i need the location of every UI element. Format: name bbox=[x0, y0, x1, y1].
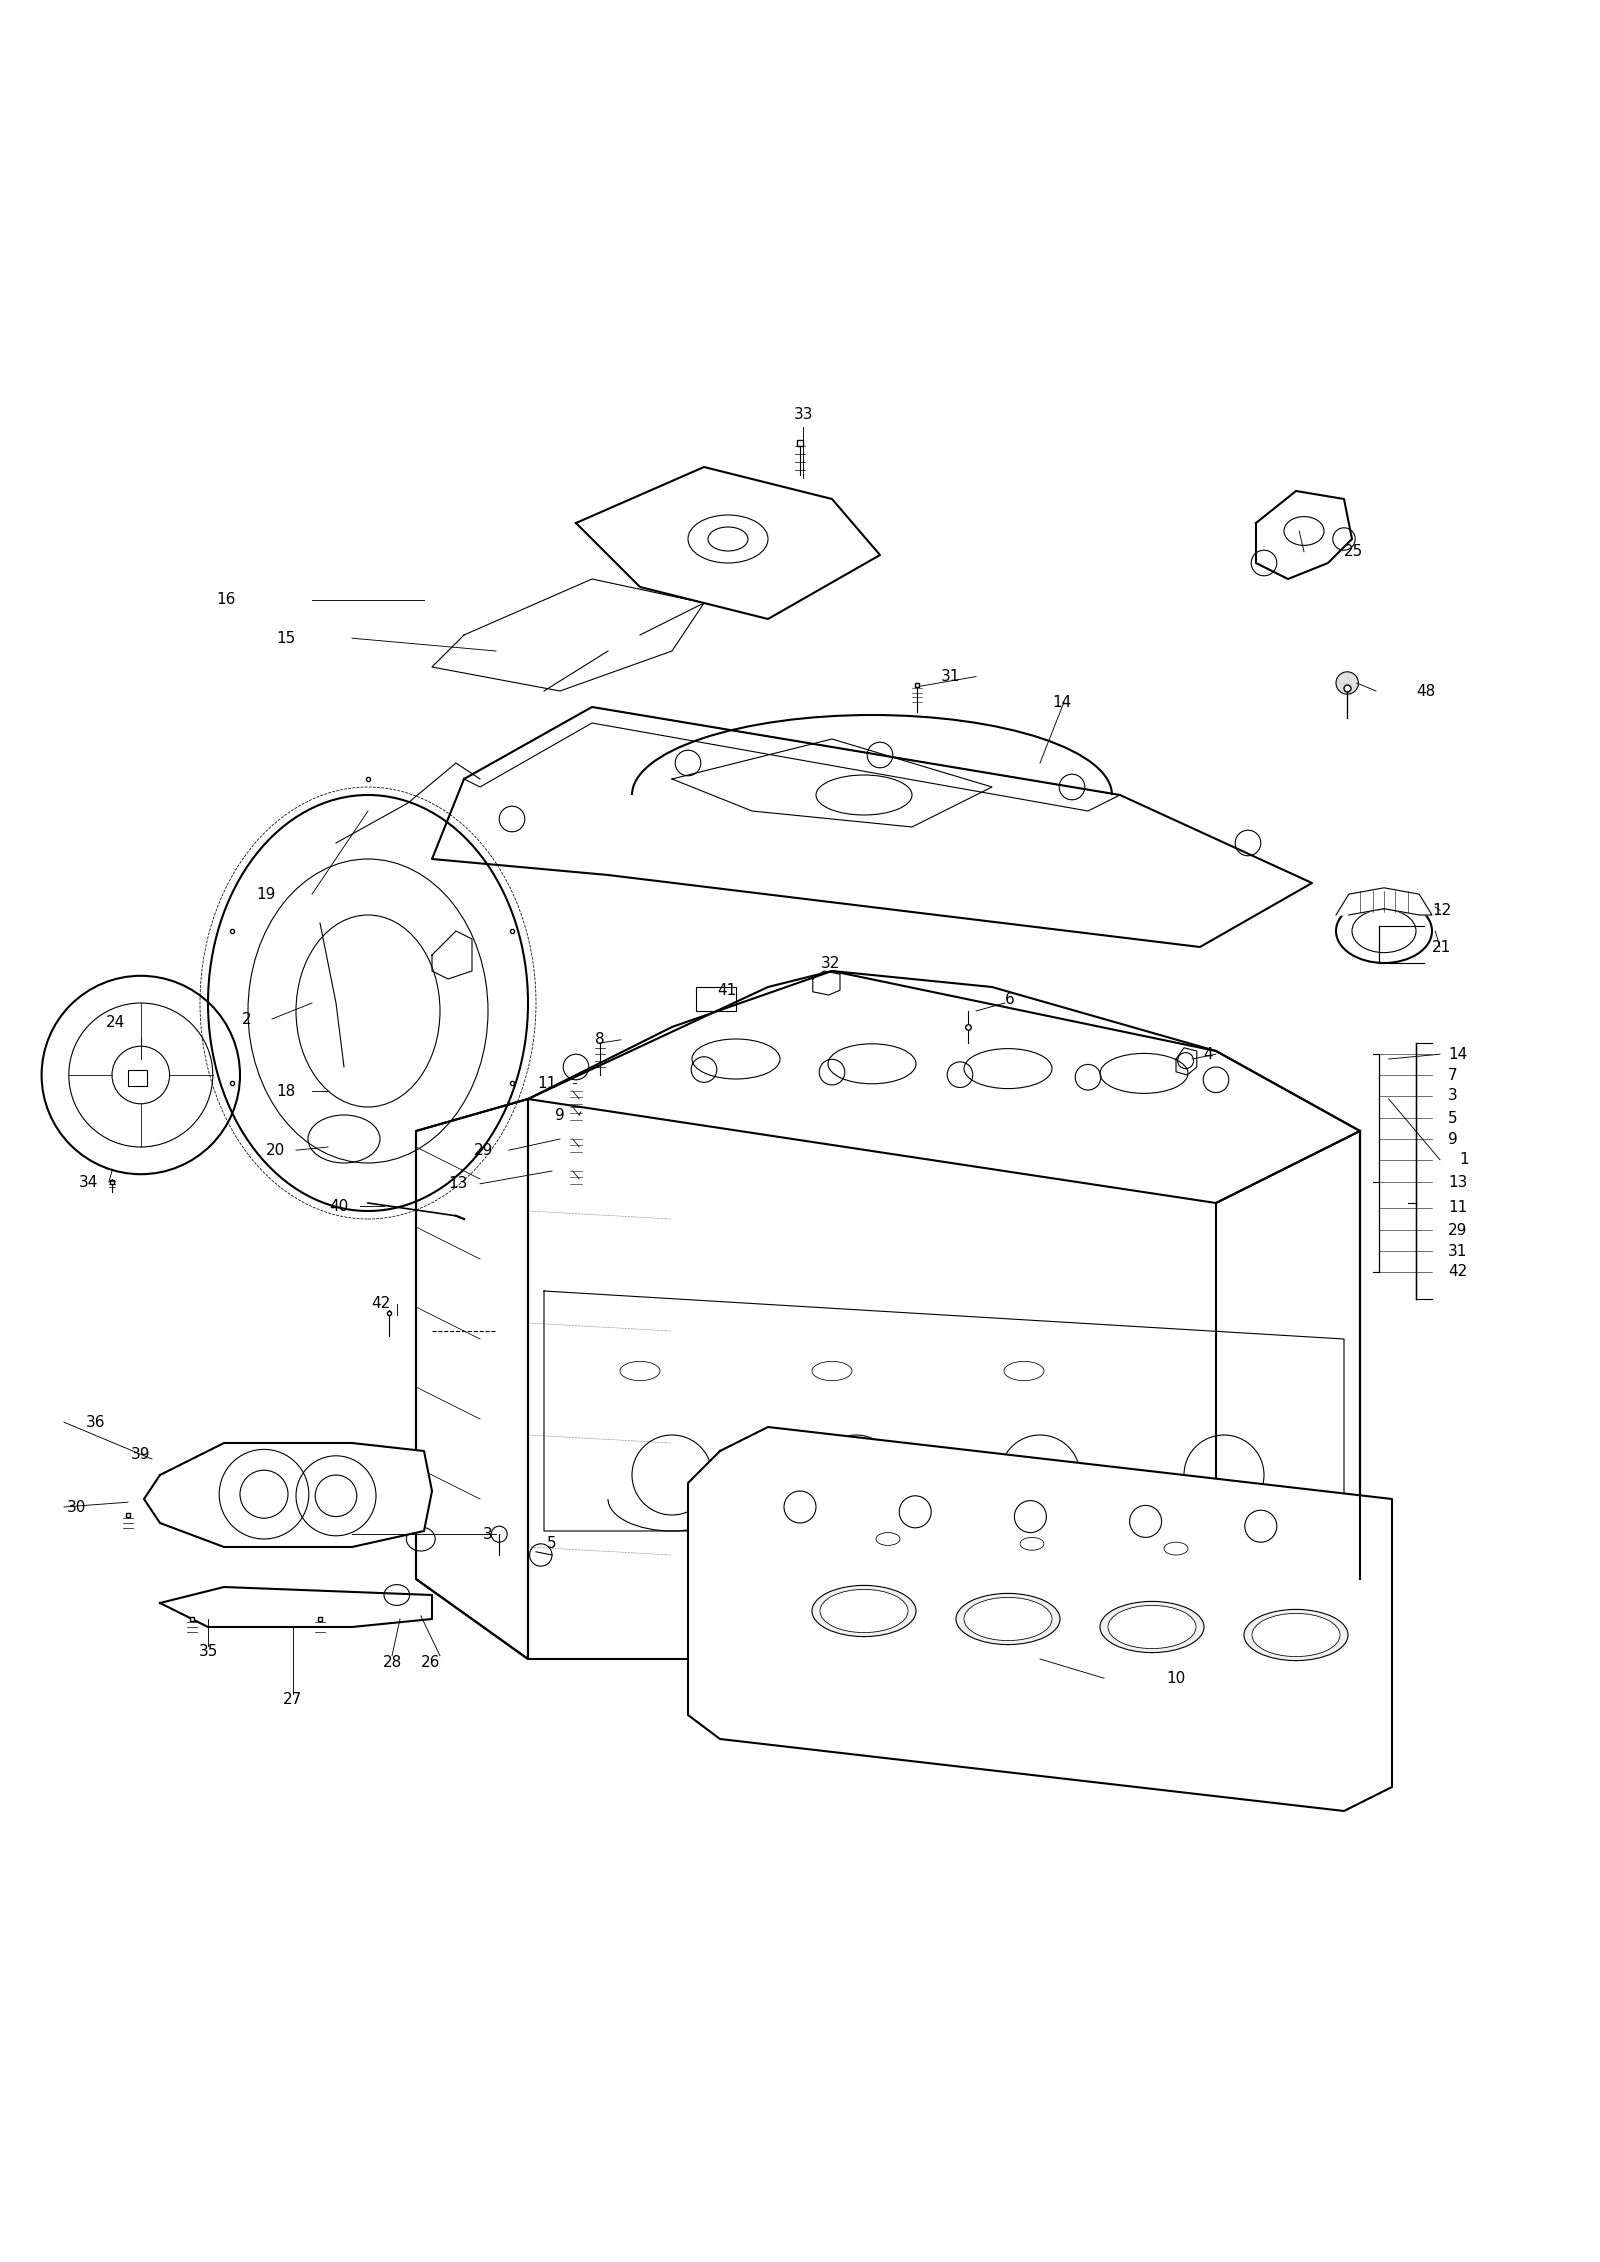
FancyBboxPatch shape bbox=[128, 1070, 147, 1086]
Text: 11: 11 bbox=[538, 1074, 557, 1090]
Text: 24: 24 bbox=[106, 1016, 125, 1029]
FancyBboxPatch shape bbox=[696, 986, 736, 1011]
Text: 5: 5 bbox=[1448, 1111, 1458, 1126]
Polygon shape bbox=[144, 1443, 432, 1547]
Text: 48: 48 bbox=[1416, 683, 1435, 699]
Text: 25: 25 bbox=[1344, 545, 1363, 559]
Text: 19: 19 bbox=[256, 887, 275, 903]
Text: 42: 42 bbox=[1448, 1264, 1467, 1280]
Text: 3: 3 bbox=[1448, 1088, 1458, 1104]
Text: 36: 36 bbox=[86, 1414, 106, 1430]
Text: 13: 13 bbox=[448, 1176, 467, 1192]
Text: 27: 27 bbox=[283, 1692, 302, 1706]
Text: 31: 31 bbox=[1448, 1244, 1467, 1258]
Text: 6: 6 bbox=[1005, 993, 1014, 1007]
Text: 26: 26 bbox=[421, 1656, 440, 1669]
Text: 41: 41 bbox=[717, 982, 736, 998]
Text: 28: 28 bbox=[382, 1656, 402, 1669]
Text: 1: 1 bbox=[1459, 1151, 1469, 1167]
Text: 7: 7 bbox=[1448, 1068, 1458, 1083]
Text: 29: 29 bbox=[474, 1142, 493, 1158]
Ellipse shape bbox=[1251, 1613, 1341, 1656]
Polygon shape bbox=[1336, 887, 1432, 916]
Text: 20: 20 bbox=[266, 1142, 285, 1158]
Text: 29: 29 bbox=[1448, 1224, 1467, 1237]
Text: 3: 3 bbox=[483, 1527, 493, 1543]
Text: 9: 9 bbox=[555, 1108, 565, 1122]
Text: 9: 9 bbox=[1448, 1131, 1458, 1147]
Text: 12: 12 bbox=[1432, 903, 1451, 918]
Text: 18: 18 bbox=[277, 1083, 296, 1099]
Text: 4: 4 bbox=[1203, 1047, 1213, 1061]
Text: 16: 16 bbox=[216, 593, 235, 606]
Text: 13: 13 bbox=[1448, 1174, 1467, 1190]
Text: 2: 2 bbox=[242, 1011, 251, 1027]
Text: 10: 10 bbox=[1166, 1672, 1186, 1685]
Polygon shape bbox=[688, 1427, 1392, 1812]
Text: 21: 21 bbox=[1432, 939, 1451, 955]
Text: 30: 30 bbox=[67, 1500, 86, 1516]
Circle shape bbox=[1336, 672, 1358, 694]
Ellipse shape bbox=[813, 1586, 915, 1638]
Ellipse shape bbox=[1107, 1606, 1197, 1649]
Text: 42: 42 bbox=[371, 1296, 390, 1312]
Ellipse shape bbox=[819, 1590, 909, 1633]
Text: 39: 39 bbox=[131, 1448, 150, 1461]
Text: 11: 11 bbox=[1448, 1201, 1467, 1215]
Text: 33: 33 bbox=[794, 407, 813, 421]
Ellipse shape bbox=[1101, 1601, 1205, 1654]
Ellipse shape bbox=[1245, 1608, 1347, 1660]
Ellipse shape bbox=[957, 1592, 1059, 1644]
Text: 5: 5 bbox=[547, 1536, 557, 1552]
Text: 34: 34 bbox=[78, 1174, 98, 1190]
Text: 40: 40 bbox=[330, 1199, 349, 1215]
Text: 35: 35 bbox=[198, 1644, 218, 1658]
Text: 15: 15 bbox=[277, 631, 296, 645]
Text: 14: 14 bbox=[1053, 694, 1072, 710]
Text: 31: 31 bbox=[941, 670, 960, 683]
Text: 8: 8 bbox=[595, 1031, 605, 1047]
Ellipse shape bbox=[963, 1597, 1053, 1640]
Polygon shape bbox=[576, 466, 880, 620]
Text: 32: 32 bbox=[821, 955, 840, 970]
Text: 14: 14 bbox=[1448, 1047, 1467, 1061]
